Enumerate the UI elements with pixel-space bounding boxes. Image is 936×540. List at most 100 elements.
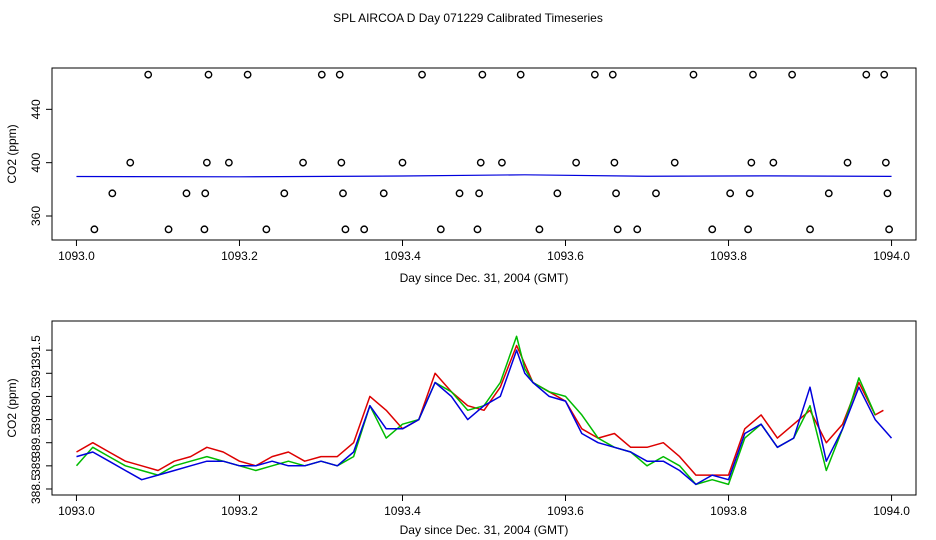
- scatter-point: [745, 189, 754, 198]
- scatter-point: [126, 158, 135, 167]
- series-line-red: [76, 344, 884, 476]
- top-y-tick-label: 440: [29, 99, 43, 119]
- scatter-point: [883, 189, 892, 198]
- scatter-point: [201, 189, 210, 198]
- top-panel: 1093.0 1093.2 1093.4 1093.6 1093.8 1094.0 360…: [5, 67, 917, 285]
- scatter-point: [670, 158, 679, 167]
- scatter-point: [243, 70, 252, 79]
- scatter-point: [608, 70, 617, 79]
- scatter-point: [299, 158, 307, 167]
- scatter-point: [590, 70, 599, 79]
- bottom-x-tick-label: 1093.0: [58, 504, 95, 518]
- bottom-x-tick-label: 1093.6: [547, 504, 584, 518]
- scatter-point: [335, 70, 344, 79]
- scatter-point: [182, 189, 191, 198]
- scatter-point: [885, 225, 894, 234]
- scatter-point: [436, 225, 445, 234]
- scatter-point: [535, 225, 544, 234]
- bottom-x-axis: 1093.0 1093.2 1093.4 1093.6 1093.8 1094.0: [58, 495, 910, 518]
- top-x-tick-label: 1093.0: [58, 249, 95, 263]
- top-y-tick-label: 360: [29, 206, 43, 226]
- scatter-point: [108, 189, 117, 198]
- scatter-point: [744, 225, 752, 234]
- scatter-point: [498, 158, 506, 167]
- top-x-axis-label: Day since Dec. 31, 2004 (GMT): [400, 271, 569, 285]
- scatter-point: [164, 225, 173, 234]
- scatter-point: [749, 70, 757, 79]
- scatter-point: [341, 225, 350, 234]
- scatter-point: [806, 225, 814, 234]
- top-y-axis: 360 400 440: [29, 99, 52, 226]
- scatter-point: [144, 70, 153, 79]
- bottom-y-tick-label: 390: [29, 409, 43, 429]
- scatter-point: [280, 189, 289, 198]
- scatter-point: [475, 189, 484, 198]
- scatter-point: [224, 158, 233, 167]
- bottom-x-tick-label: 1093.8: [710, 504, 747, 518]
- scatter-point: [398, 158, 407, 167]
- scatter-point: [418, 70, 426, 79]
- top-x-tick-label: 1093.8: [710, 249, 747, 263]
- scatter-point: [516, 70, 525, 79]
- bottom-y-tick-label: 389: [29, 456, 43, 476]
- chart-title: SPL AIRCOA D Day 071229 Calibrated Times…: [333, 11, 603, 25]
- scatter-point: [633, 225, 642, 234]
- scatter-point: [478, 70, 487, 79]
- scatter-point: [204, 70, 213, 79]
- scatter-point: [476, 158, 485, 167]
- bottom-panel: 1093.0 1093.2 1093.4 1093.6 1093.8 1094.0 388…: [5, 320, 917, 537]
- top-y-axis-label: CO2 (ppm): [5, 124, 19, 183]
- bottom-y-tick-label: 389.5: [29, 427, 43, 457]
- scatter-point: [360, 225, 369, 234]
- scatter-point: [337, 158, 346, 167]
- top-x-tick-label: 1094.0: [873, 249, 910, 263]
- scatter-point: [379, 189, 388, 198]
- scatter-point: [689, 70, 698, 79]
- series-line-green: [75, 335, 876, 486]
- bottom-y-tick-label: 391: [29, 363, 43, 383]
- bottom-x-tick-label: 1094.0: [873, 504, 910, 518]
- scatter-point: [726, 189, 735, 198]
- bottom-x-tick-label: 1093.2: [221, 504, 258, 518]
- bottom-y-tick-label: 391.5: [29, 335, 43, 365]
- scatter-point: [612, 189, 620, 198]
- scatter-point: [881, 158, 890, 167]
- scatter-point: [613, 225, 622, 234]
- scatter-point: [843, 158, 852, 167]
- top-timeseries-line: [76, 174, 892, 178]
- bottom-y-axis-label: CO2 (ppm): [5, 378, 19, 437]
- bottom-plot-area: [75, 335, 893, 486]
- scatter-point: [200, 225, 209, 234]
- scatter-point: [473, 225, 482, 234]
- bottom-y-tick-label: 388.5: [29, 474, 43, 504]
- top-x-tick-label: 1093.2: [221, 249, 258, 263]
- scatter-point: [769, 158, 778, 167]
- scatter-point: [788, 70, 797, 79]
- scatter-point: [455, 189, 464, 198]
- top-x-tick-label: 1093.4: [384, 249, 421, 263]
- bottom-y-tick-label: 390.5: [29, 381, 43, 411]
- top-plot-frame: [51, 67, 917, 241]
- series-line-blue: [76, 349, 893, 486]
- scatter-point: [339, 189, 347, 198]
- top-x-tick-label: 1093.6: [547, 249, 584, 263]
- top-x-axis: 1093.0 1093.2 1093.4 1093.6 1093.8 1094.0: [58, 240, 910, 263]
- scatter-point: [880, 70, 889, 79]
- scatter-point: [862, 70, 871, 79]
- scatter-point: [572, 158, 581, 167]
- bottom-x-tick-label: 1093.4: [384, 504, 421, 518]
- top-plot-area: [76, 70, 894, 234]
- scatter-point: [262, 225, 271, 234]
- scatter-point: [202, 158, 211, 167]
- top-y-tick-label: 400: [29, 152, 43, 172]
- scatter-point: [610, 158, 619, 167]
- bottom-x-axis-label: Day since Dec. 31, 2004 (GMT): [400, 523, 569, 537]
- scatter-point: [652, 189, 660, 198]
- scatter-point: [708, 225, 717, 234]
- scatter-point: [824, 189, 833, 198]
- scatter-point: [317, 70, 326, 79]
- scatter-point: [747, 158, 756, 167]
- scatter-point: [553, 189, 562, 198]
